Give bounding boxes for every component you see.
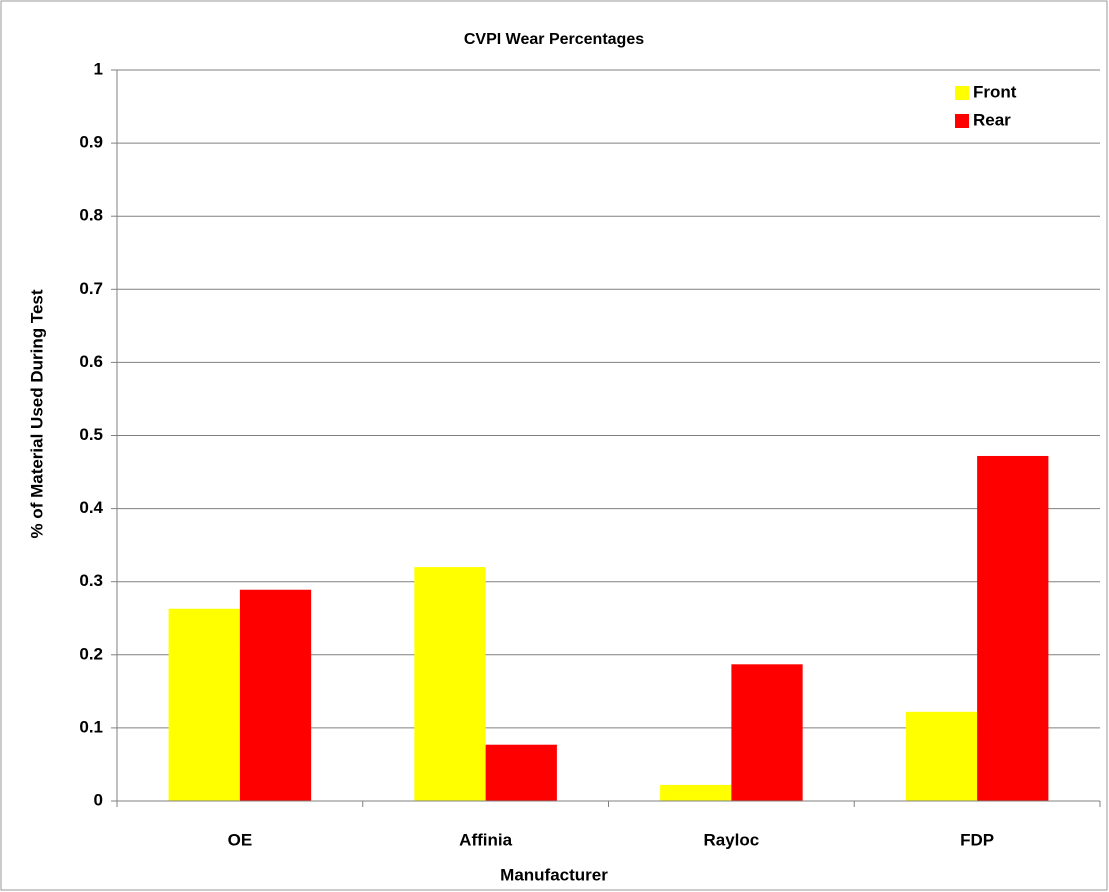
y-tick-label: 0 [94,790,103,809]
legend-swatch [955,114,969,128]
legend-swatch [955,86,969,100]
bar [731,664,803,801]
x-tick-label: Rayloc [704,830,760,849]
y-axis-label: % of Material Used During Test [27,289,46,538]
x-tick-label: OE [228,830,253,849]
y-tick-label: 1 [94,59,103,78]
x-tick-label: FDP [960,830,994,849]
x-tick-label: Affinia [459,830,512,849]
bar [660,784,732,801]
bar [977,455,1049,801]
bar [239,589,312,801]
bar [485,744,557,801]
chart-title: CVPI Wear Percentages [464,31,644,48]
y-tick-label: 0.8 [79,206,103,225]
y-tick-label: 0.4 [79,498,103,517]
y-tick-label: 0.5 [79,425,103,444]
y-tick-label: 0.1 [79,717,103,736]
bar [905,711,978,801]
legend-label: Rear [973,110,1011,129]
legend-label: Front [973,82,1017,101]
bar [168,608,240,801]
y-tick-label: 0.9 [79,133,103,152]
y-tick-label: 0.7 [79,279,103,298]
y-tick-label: 0.6 [79,352,103,371]
x-axis-label: Manufacturer [500,865,608,884]
y-tick-label: 0.2 [79,644,103,663]
bar [414,567,486,801]
y-tick-label: 0.3 [79,571,103,590]
